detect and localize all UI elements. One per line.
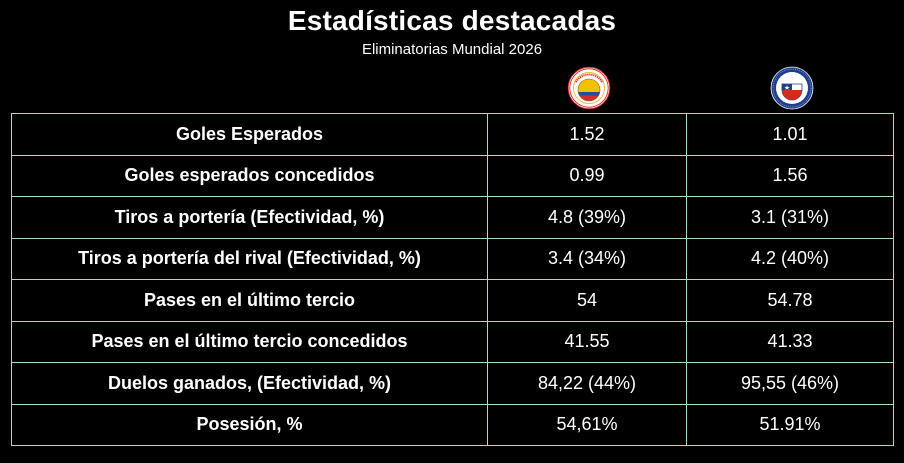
table-row: Tiros a portería del rival (Efectividad,… [11,237,894,280]
colombia-value: 0.99 [487,154,687,197]
stat-label: Tiros a portería del rival (Efectividad,… [11,237,488,280]
table-row: Goles Esperados 1.52 1.01 [11,113,894,156]
chile-value: 1.01 [686,113,894,156]
chile-value: 51.91% [686,403,894,446]
colombia-value: 84,22 (44%) [487,362,687,405]
chile-value: 54.78 [686,279,894,322]
stat-label: Posesión, % [11,403,488,446]
colombia-crest-icon [567,66,611,110]
colombia-value: 3.4 (34%) [487,237,687,280]
stats-table: Goles Esperados 1.52 1.01 Goles esperado… [11,113,894,446]
stat-label: Tiros a portería (Efectividad, %) [11,196,488,239]
table-row: Pases en el último tercio 54 54.78 [11,279,894,322]
colombia-value: 1.52 [487,113,687,156]
table-row: Duelos ganados, (Efectividad, %) 84,22 (… [11,362,894,405]
chile-value: 95,55 (46%) [686,362,894,405]
page-title: Estadísticas destacadas [287,5,617,36]
colombia-value: 54 [487,279,687,322]
table-row: Pases en el último tercio concedidos 41.… [11,320,894,363]
table-row: Posesión, % 54,61% 51.91% [11,403,894,446]
colombia-value: 41.55 [487,320,687,363]
chile-value: 1.56 [686,154,894,197]
chile-value: 4.2 (40%) [686,237,894,280]
chile-value: 3.1 (31%) [686,196,894,239]
table-row: Tiros a portería (Efectividad, %) 4.8 (3… [11,196,894,239]
colombia-value: 54,61% [487,403,687,446]
stat-label: Pases en el último tercio concedidos [11,320,488,363]
chile-crest-icon [770,66,814,110]
stat-label: Duelos ganados, (Efectividad, %) [11,362,488,405]
table-row: Goles esperados concedidos 0.99 1.56 [11,154,894,197]
stat-label: Goles esperados concedidos [11,154,488,197]
stat-label: Goles Esperados [11,113,488,156]
stat-label: Pases en el último tercio [11,279,488,322]
page-subtitle: Eliminatorias Mundial 2026 [361,41,543,58]
chile-value: 41.33 [686,320,894,363]
colombia-value: 4.8 (39%) [487,196,687,239]
